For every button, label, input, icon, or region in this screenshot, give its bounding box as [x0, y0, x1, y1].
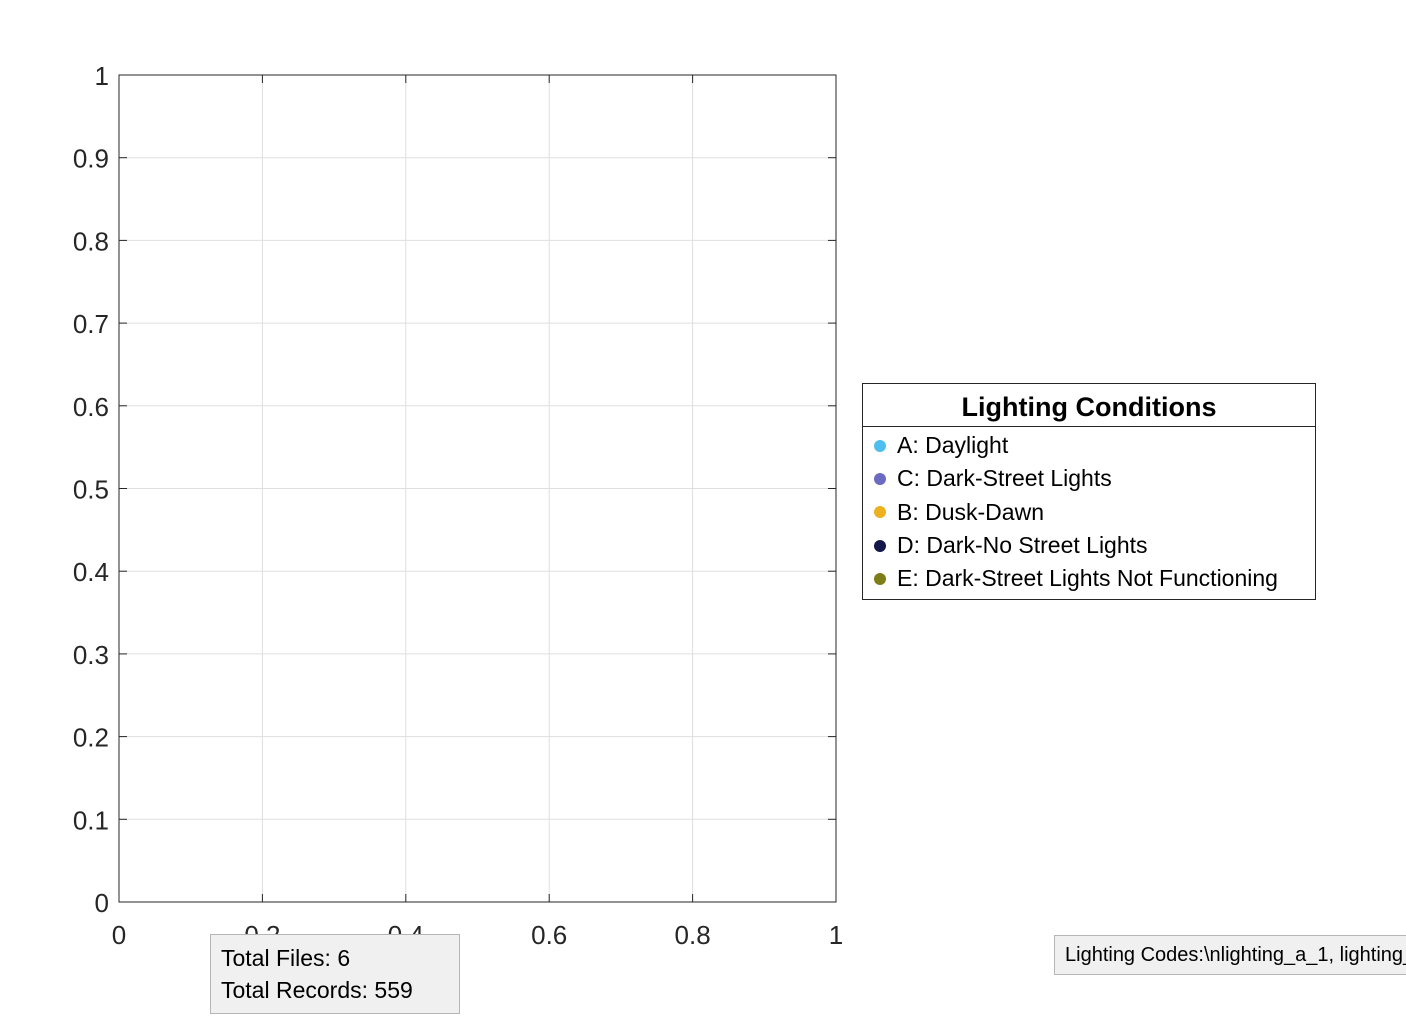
summary-box: Total Files: 6 Total Records: 559: [210, 934, 460, 1014]
y-tick-label-9: 0.9: [73, 144, 109, 174]
legend-marker-icon: [874, 472, 886, 485]
legend-label: A: Daylight: [897, 432, 1009, 459]
y-tick-label-3: 0.3: [73, 640, 109, 670]
total-records-label: Total Records: 559: [221, 977, 413, 1003]
x-tick-label-0: 0: [112, 920, 126, 950]
x-tick-label-4: 0.8: [675, 920, 711, 950]
legend-item-0: A: Daylight: [863, 429, 1315, 462]
legend-item-4: E: Dark-Street Lights Not Functioning: [863, 562, 1315, 595]
legend-label: D: Dark-No Street Lights: [897, 532, 1148, 559]
y-tick-label-8: 0.8: [73, 226, 109, 256]
y-tick-label-0: 0: [95, 888, 109, 918]
x-tick-label-3: 0.6: [531, 920, 567, 950]
lighting-codes-text: Lighting Codes:\nlighting_a_1, lighting_: [1065, 944, 1406, 966]
legend-marker-icon: [874, 572, 886, 585]
legend-item-2: B: Dusk-Dawn: [863, 496, 1315, 529]
y-tick-label-10: 1: [95, 61, 109, 91]
legend-label: B: Dusk-Dawn: [897, 498, 1044, 525]
legend-label: E: Dark-Street Lights Not Functioning: [897, 565, 1278, 592]
y-tick-label-7: 0.7: [73, 309, 109, 339]
legend-marker-icon: [874, 539, 886, 552]
y-tick-label-1: 0.1: [73, 805, 109, 835]
y-tick-label-5: 0.5: [73, 475, 109, 505]
legend-marker-icon: [874, 439, 886, 452]
axes-box: [118, 74, 837, 903]
legend-title: Lighting Conditions: [863, 384, 1315, 427]
legend-item-1: C: Dark-Street Lights: [863, 462, 1315, 495]
y-tick-label-2: 0.2: [73, 723, 109, 753]
lighting-codes-box: Lighting Codes:\nlighting_a_1, lighting_: [1054, 935, 1406, 975]
legend-items: A: Daylight C: Dark-Street Lights B: Dusk-…: [863, 427, 1315, 599]
x-tick-label-5: 1: [829, 920, 843, 950]
total-files-label: Total Files: 6: [221, 945, 351, 971]
legend-item-3: D: Dark-No Street Lights: [863, 529, 1315, 562]
legend: Lighting Conditions A: Daylight C: Dark-S…: [862, 383, 1316, 601]
y-tick-label-4: 0.4: [73, 557, 109, 587]
y-tick-label-6: 0.6: [73, 392, 109, 422]
legend-label: C: Dark-Street Lights: [897, 465, 1112, 492]
legend-marker-icon: [874, 506, 886, 519]
